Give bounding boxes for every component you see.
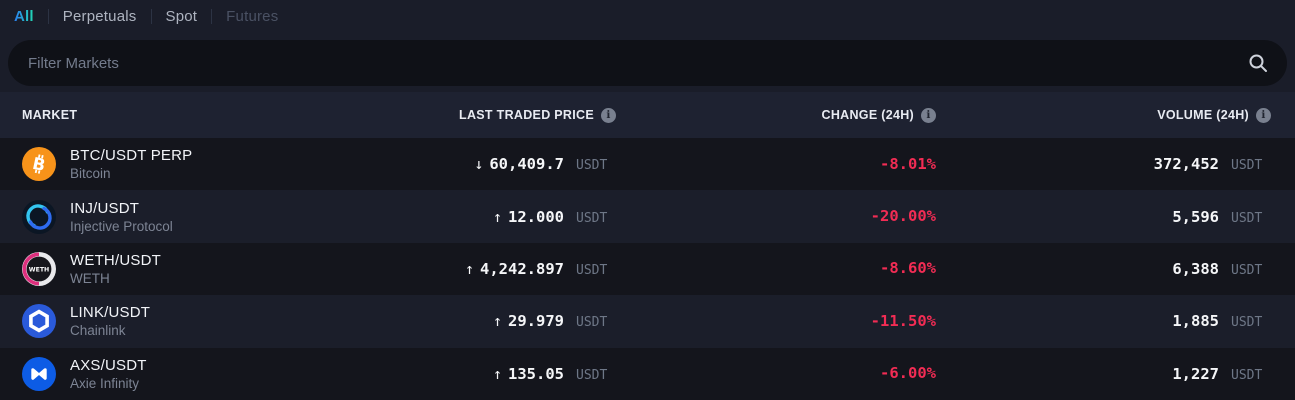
info-icon[interactable] [921,107,936,123]
change-24h-cell: -11.50% [616,312,936,331]
tab-perpetuals[interactable]: Perpetuals [49,8,151,25]
volume-24h-cell: 6,388 USDT [936,260,1271,278]
change-24h-cell: -6.00% [616,364,936,383]
volume-24h-value: 6,388 [1172,259,1219,278]
quote-currency-label: USDT [576,367,608,383]
market-row[interactable]: WETH WETH/USDT WETH ↑ 4,242.897 USDT -8.6… [0,242,1295,296]
market-cell: INJ/USDT Injective Protocol [22,199,366,235]
quote-currency-label: USDT [1231,210,1263,226]
market-row[interactable]: AXS/USDT Axie Infinity ↑ 135.05 USDT -6.0… [0,347,1295,400]
svg-text:WETH: WETH [29,266,49,273]
last-price-cell: ↑ 135.05 USDT [366,365,616,383]
volume-24h-cell: 1,885 USDT [936,312,1271,330]
market-name: Axie Infinity [70,375,140,391]
market-cell: B BTC/USDT PERP Bitcoin [22,146,366,182]
col-header-last-price: LAST TRADED PRICE [366,107,616,123]
tab-divider [211,8,213,24]
volume-24h-value: 1,885 [1172,312,1219,331]
market-pair: INJ/USDT [70,199,140,217]
volume-24h-value: 372,452 [1153,155,1219,174]
col-header-change-24h: CHANGE (24H) [616,107,936,123]
change-24h-cell: -8.01% [616,155,936,174]
table-header-row: MARKET LAST TRADED PRICE CHANGE (24H) VO… [0,92,1295,138]
market-row[interactable]: LINK/USDT Chainlink ↑ 29.979 USDT -11.50%… [0,295,1295,348]
last-price-value: 135.05 [508,364,564,383]
tab-futures[interactable]: Futures [212,8,292,25]
last-price-cell: ↑ 29.979 USDT [366,312,616,330]
quote-currency-label: USDT [576,210,608,226]
search-icon[interactable] [1247,52,1269,74]
volume-24h-cell: 1,227 USDT [936,365,1271,383]
table-body: B BTC/USDT PERP Bitcoin ↓ 60,409.7 USDT -… [0,138,1295,400]
volume-24h-cell: 5,596 USDT [936,208,1271,226]
market-pair: AXS/USDT [70,356,147,374]
col-header-last-price-label: LAST TRADED PRICE [459,108,594,122]
tab-divider [150,8,152,24]
quote-currency-label: USDT [1231,367,1263,383]
quote-currency-label: USDT [1231,158,1263,174]
price-direction-arrow: ↑ [492,312,502,331]
weth-icon: WETH [22,251,56,286]
link-icon [22,304,56,339]
col-header-volume-24h: VOLUME (24H) [936,107,1271,123]
last-price-value: 4,242.897 [480,259,564,278]
tab-divider [47,8,49,24]
change-24h-cell: -8.60% [616,259,936,278]
last-price-cell: ↑ 4,242.897 USDT [366,260,616,278]
market-name: Chainlink [70,323,126,339]
last-price-value: 12.000 [508,207,564,226]
volume-24h-value: 5,596 [1172,207,1219,226]
market-pair: LINK/USDT [70,304,151,322]
tab-all[interactable]: All [14,8,48,25]
search-input[interactable] [28,54,1247,72]
price-direction-arrow: ↑ [492,364,502,383]
market-pair: BTC/USDT PERP [70,147,193,165]
market-cell: AXS/USDT Axie Infinity [22,356,366,392]
quote-currency-label: USDT [576,262,608,278]
info-icon[interactable] [1256,107,1271,123]
price-direction-arrow: ↓ [474,155,484,174]
last-price-cell: ↓ 60,409.7 USDT [366,155,616,173]
col-header-change-24h-label: CHANGE (24H) [821,108,914,122]
last-price-cell: ↑ 12.000 USDT [366,208,616,226]
market-name: Bitcoin [70,166,111,182]
change-24h-value: -8.01% [880,154,936,173]
market-cell: WETH WETH/USDT WETH [22,251,366,287]
change-24h-value: -8.60% [880,259,936,278]
col-header-market: MARKET [22,108,366,122]
market-name: Injective Protocol [70,218,173,234]
last-price-value: 60,409.7 [489,155,564,174]
col-header-volume-24h-label: VOLUME (24H) [1157,108,1249,122]
change-24h-cell: -20.00% [616,207,936,226]
market-pair: WETH/USDT [70,251,161,269]
market-row[interactable]: INJ/USDT Injective Protocol ↑ 12.000 USDT… [0,190,1295,243]
filter-markets-searchbar[interactable] [8,40,1287,86]
quote-currency-label: USDT [576,315,608,331]
price-direction-arrow: ↑ [464,259,474,278]
axs-icon [22,356,56,391]
last-price-value: 29.979 [508,312,564,331]
change-24h-value: -11.50% [870,311,936,330]
market-cell: LINK/USDT Chainlink [22,303,366,339]
volume-24h-value: 1,227 [1172,364,1219,383]
volume-24h-cell: 372,452 USDT [936,155,1271,173]
col-header-market-label: MARKET [22,108,78,122]
svg-text:B: B [31,154,47,175]
quote-currency-label: USDT [1231,262,1263,278]
quote-currency-label: USDT [1231,315,1263,331]
market-row[interactable]: B BTC/USDT PERP Bitcoin ↓ 60,409.7 USDT -… [0,138,1295,191]
quote-currency-label: USDT [576,158,608,174]
market-type-tabs: All Perpetuals Spot Futures [0,0,1295,32]
change-24h-value: -20.00% [870,207,936,226]
price-direction-arrow: ↑ [492,207,502,226]
info-icon[interactable] [601,107,616,123]
btc-icon: B [22,147,56,182]
inj-icon [22,199,56,234]
tab-spot[interactable]: Spot [152,8,212,25]
change-24h-value: -6.00% [880,364,936,383]
market-name: WETH [70,270,110,286]
markets-table: MARKET LAST TRADED PRICE CHANGE (24H) VO… [0,92,1295,400]
